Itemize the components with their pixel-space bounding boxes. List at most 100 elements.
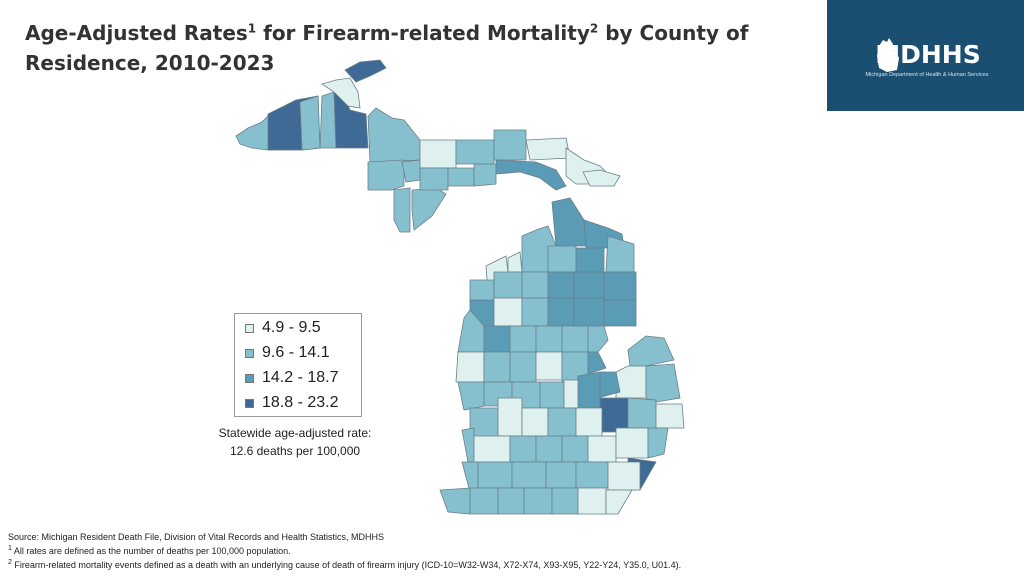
- county-shape: [319, 91, 337, 149]
- county-shape: [615, 427, 649, 459]
- map-legend: 4.9 - 9.5 9.6 - 14.1 14.2 - 18.7 18.8 - …: [234, 313, 362, 417]
- county-shape: [419, 167, 449, 191]
- page-title: Age-Adjusted Rates1 for Firearm-related …: [25, 21, 749, 75]
- county-shape: [603, 271, 637, 301]
- county-shape: [603, 299, 637, 327]
- county-shape: [525, 137, 571, 161]
- county-shape: [599, 397, 629, 433]
- county-shape: [535, 435, 563, 463]
- county-shape: [521, 407, 549, 437]
- county-shape: [473, 163, 497, 187]
- county-shape: [545, 461, 577, 489]
- county-shape: [511, 461, 547, 489]
- county-shape: [577, 371, 601, 409]
- legend-swatch: [245, 399, 254, 408]
- logo-subtitle: Michigan Department of Health & Human Se…: [865, 72, 989, 78]
- county-shape: [477, 461, 513, 489]
- county-shape: [575, 247, 605, 275]
- county-shape: [535, 351, 563, 381]
- county-shape: [447, 167, 475, 187]
- county-shape: [615, 365, 647, 399]
- county-shape: [587, 351, 607, 375]
- county-shape: [605, 489, 633, 515]
- county-shape: [483, 351, 511, 383]
- county-shape: [509, 351, 537, 383]
- county-shape: [483, 325, 511, 353]
- legend-label: 4.9 - 9.5: [262, 319, 321, 336]
- legend-label: 9.6 - 14.1: [262, 344, 330, 361]
- county-shape: [509, 325, 537, 353]
- county-shape: [455, 351, 485, 383]
- county-shape: [551, 197, 587, 247]
- county-shape: [411, 187, 447, 231]
- county-shape: [521, 297, 549, 327]
- county-shape: [645, 363, 681, 403]
- county-shape: [439, 487, 471, 515]
- county-shape: [461, 461, 479, 493]
- county-shape: [575, 407, 603, 437]
- county-shape: [539, 381, 565, 409]
- county-shape: [535, 325, 563, 353]
- logo-text: MDHHS: [875, 40, 981, 69]
- county-shape: [497, 397, 523, 437]
- county-shape: [473, 435, 511, 463]
- county-shape: [547, 271, 575, 299]
- legend-label: 18.8 - 23.2: [262, 394, 339, 411]
- county-shape: [587, 325, 609, 353]
- county-shape: [507, 251, 523, 273]
- county-shape: [493, 297, 523, 327]
- county-shape: [573, 297, 605, 327]
- michigan-mitten-icon: [877, 38, 899, 72]
- county-shape: [419, 139, 457, 169]
- county-shape: [461, 427, 475, 463]
- county-shape: [509, 435, 537, 463]
- county-shape: [495, 159, 567, 191]
- county-shape: [493, 271, 523, 299]
- county-shape: [523, 487, 553, 515]
- county-shape: [367, 107, 421, 163]
- county-shape: [561, 435, 589, 463]
- county-shape: [587, 435, 617, 463]
- statewide-rate-value: 12.6 deaths per 100,000: [229, 444, 361, 458]
- county-shape: [561, 325, 589, 353]
- county-shape: [627, 335, 675, 367]
- footnote-2: 2 Firearm-related mortality events defin…: [8, 559, 682, 570]
- county-shape: [493, 129, 527, 161]
- legend-swatch: [245, 324, 254, 333]
- county-shape: [344, 59, 387, 83]
- county-shape: [607, 461, 641, 491]
- footnote-1: 1 All rates are defined as the number of…: [8, 545, 291, 556]
- county-shape: [551, 487, 579, 515]
- statewide-rate: Statewide age-adjusted rate: 12.6 deaths…: [195, 424, 395, 460]
- county-shape: [647, 427, 669, 459]
- county-shape: [457, 381, 485, 411]
- county-shape: [469, 279, 495, 303]
- county-shape: [393, 187, 411, 233]
- county-shape: [627, 397, 657, 429]
- county-shape: [521, 271, 549, 299]
- county-shape: [577, 487, 607, 515]
- county-shape: [321, 77, 361, 109]
- county-shape: [547, 297, 575, 327]
- legend-swatch: [245, 349, 254, 358]
- legend-swatch: [245, 374, 254, 383]
- county-shape: [299, 95, 321, 151]
- county-shape: [367, 159, 405, 191]
- mdhhs-logo: MDHHS Michigan Department of Health & Hu…: [827, 0, 1024, 111]
- county-shape: [497, 487, 525, 515]
- county-shape: [469, 487, 499, 515]
- source-note: Source: Michigan Resident Death File, Di…: [8, 532, 384, 542]
- county-shape: [547, 245, 577, 273]
- county-shape: [455, 139, 495, 165]
- county-shape: [573, 271, 605, 299]
- county-shape: [655, 403, 685, 429]
- county-shape: [582, 169, 621, 187]
- county-shape: [547, 407, 577, 437]
- county-shape: [401, 159, 421, 183]
- footnotes: Source: Michigan Resident Death File, Di…: [8, 530, 1018, 572]
- county-shape: [605, 235, 635, 273]
- county-shape: [575, 461, 609, 489]
- county-polygons: [235, 59, 685, 515]
- statewide-rate-label: Statewide age-adjusted rate:: [218, 426, 372, 440]
